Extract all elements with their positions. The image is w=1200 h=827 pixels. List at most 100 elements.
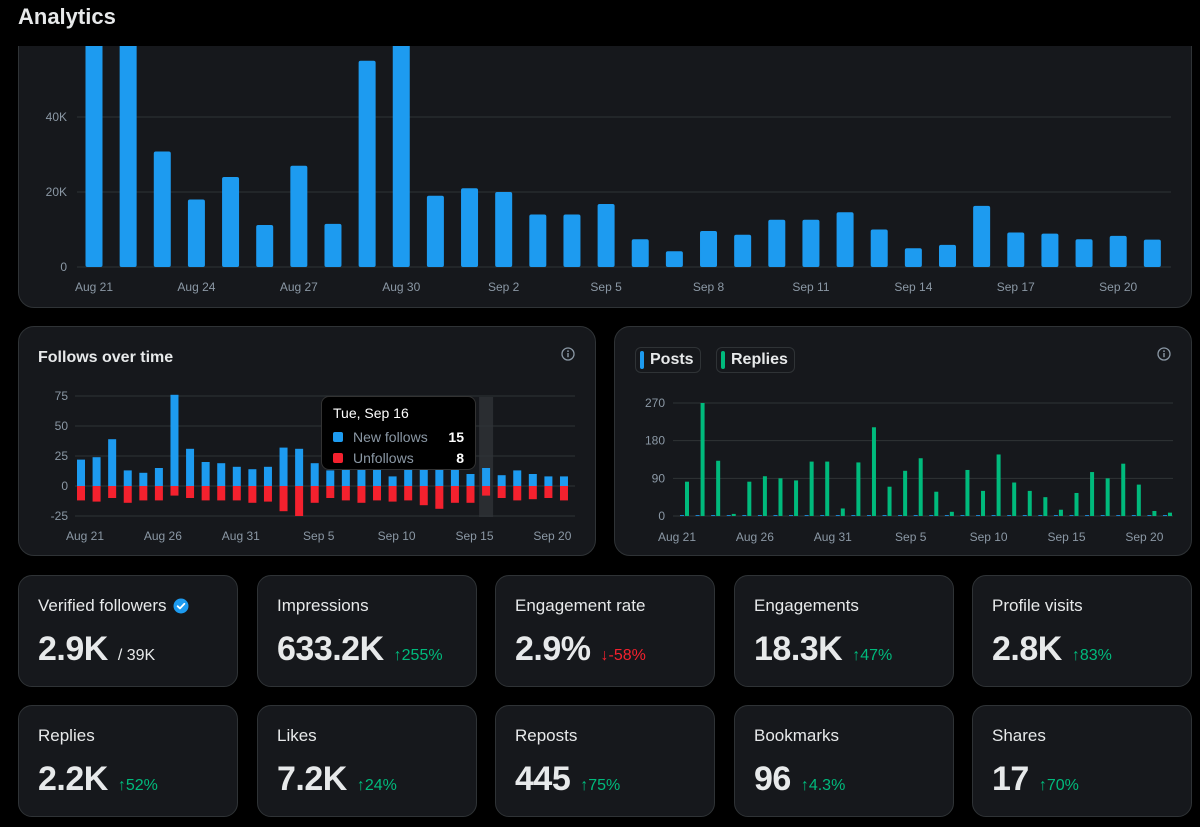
posts-bar[interactable] [820, 515, 825, 516]
unfollows-bar[interactable] [497, 486, 506, 498]
replies-bar[interactable] [856, 462, 861, 516]
posts-bar[interactable] [1131, 515, 1136, 516]
replies-bar[interactable] [700, 403, 705, 516]
impressions-bar[interactable] [870, 229, 888, 268]
unfollows-bar[interactable] [154, 486, 163, 501]
unfollows-bar[interactable] [232, 486, 241, 501]
impressions-bar[interactable] [222, 177, 240, 267]
unfollows-bar[interactable] [341, 486, 350, 501]
new-follows-bar[interactable] [373, 466, 382, 486]
replies-bar[interactable] [747, 481, 752, 516]
replies-bar[interactable] [903, 470, 908, 516]
impressions-bar[interactable] [802, 219, 820, 267]
replies-bar[interactable] [981, 490, 986, 516]
impressions-bar[interactable] [290, 165, 308, 267]
unfollows-bar[interactable] [373, 486, 382, 501]
new-follows-bar[interactable] [186, 448, 195, 486]
unfollows-bar[interactable] [419, 486, 428, 506]
replies-bar[interactable] [934, 491, 939, 516]
replies-bar[interactable] [840, 508, 845, 516]
new-follows-bar[interactable] [419, 462, 428, 486]
impressions-bar[interactable] [904, 248, 922, 267]
unfollows-bar[interactable] [217, 486, 226, 501]
replies-bar[interactable] [794, 480, 799, 516]
impressions-bar[interactable] [85, 42, 103, 267]
unfollows-bar[interactable] [295, 486, 304, 516]
posts-bar[interactable] [726, 515, 731, 516]
replies-bar[interactable] [1027, 490, 1032, 516]
impressions-bar[interactable] [973, 205, 991, 267]
new-follows-bar[interactable] [77, 459, 85, 486]
posts-bar[interactable] [773, 515, 778, 516]
new-follows-bar[interactable] [497, 475, 506, 486]
new-follows-bar[interactable] [357, 457, 366, 486]
unfollows-bar[interactable] [544, 486, 553, 498]
new-follows-bar[interactable] [263, 466, 272, 486]
new-follows-bar[interactable] [559, 476, 568, 486]
new-follows-bar[interactable] [404, 462, 413, 486]
unfollows-bar[interactable] [482, 486, 491, 496]
posts-bar[interactable] [835, 515, 840, 516]
posts-bar[interactable] [1085, 515, 1090, 516]
posts-bar[interactable] [1022, 515, 1027, 516]
unfollows-bar[interactable] [279, 486, 288, 512]
new-follows-bar[interactable] [326, 470, 335, 486]
stat-card[interactable]: Engagements 18.3K ↑47% [734, 575, 954, 687]
new-follows-bar[interactable] [450, 466, 459, 486]
replies-bar[interactable] [762, 476, 767, 516]
posts-bar[interactable] [1100, 515, 1105, 516]
new-follows-bar[interactable] [154, 468, 163, 486]
unfollows-bar[interactable] [186, 486, 195, 498]
info-icon[interactable] [1157, 347, 1171, 361]
posts-bar[interactable] [1007, 515, 1012, 516]
unfollows-bar[interactable] [528, 486, 537, 500]
replies-bar[interactable] [1167, 512, 1172, 516]
new-follows-bar[interactable] [466, 474, 475, 486]
unfollows-bar[interactable] [404, 486, 413, 501]
unfollows-bar[interactable] [357, 486, 366, 503]
legend-posts-toggle[interactable]: Posts [635, 347, 701, 373]
new-follows-bar[interactable] [341, 459, 350, 486]
unfollows-bar[interactable] [559, 486, 568, 501]
impressions-bar[interactable] [529, 214, 547, 268]
unfollows-bar[interactable] [248, 486, 257, 503]
posts-bar[interactable] [711, 515, 716, 516]
impressions-bar[interactable] [768, 219, 786, 267]
impressions-bar[interactable] [256, 225, 274, 267]
impressions-bar[interactable] [1007, 232, 1025, 268]
unfollows-bar[interactable] [513, 486, 522, 501]
replies-bar[interactable] [1090, 472, 1095, 516]
posts-bar[interactable] [851, 515, 856, 516]
impressions-bar[interactable] [665, 251, 683, 267]
stat-card[interactable]: Likes 7.2K ↑24% [257, 705, 477, 817]
replies-bar[interactable] [825, 461, 830, 516]
impressions-bar[interactable] [597, 204, 615, 267]
posts-bar[interactable] [1053, 515, 1058, 516]
new-follows-bar[interactable] [217, 463, 226, 486]
unfollows-bar[interactable] [310, 486, 319, 503]
stat-card[interactable]: Reposts 445 ↑75% [495, 705, 715, 817]
replies-bar[interactable] [1121, 463, 1126, 516]
replies-bar[interactable] [685, 481, 689, 516]
stat-card[interactable]: Verified followers 2.9K / 39K [18, 575, 238, 687]
new-follows-bar[interactable] [279, 447, 288, 486]
replies-bar[interactable] [1058, 509, 1063, 516]
impressions-bar[interactable] [1041, 233, 1059, 267]
new-follows-bar[interactable] [170, 394, 179, 486]
posts-bar[interactable] [695, 515, 700, 516]
new-follows-bar[interactable] [92, 457, 101, 486]
impressions-bar[interactable] [700, 231, 718, 267]
posts-bar[interactable] [1162, 515, 1167, 516]
posts-bar[interactable] [1069, 515, 1074, 516]
unfollows-bar[interactable] [435, 486, 444, 509]
impressions-bar[interactable] [734, 234, 752, 267]
legend-replies-toggle[interactable]: Replies [716, 347, 795, 373]
posts-bar[interactable] [757, 515, 762, 516]
new-follows-bar[interactable] [295, 448, 304, 486]
posts-bar[interactable] [866, 515, 871, 516]
stat-card[interactable]: Profile visits 2.8K ↑83% [972, 575, 1192, 687]
replies-bar[interactable] [1105, 478, 1110, 516]
new-follows-bar[interactable] [544, 476, 553, 486]
impressions-bar[interactable] [495, 192, 513, 267]
new-follows-bar[interactable] [123, 470, 132, 486]
